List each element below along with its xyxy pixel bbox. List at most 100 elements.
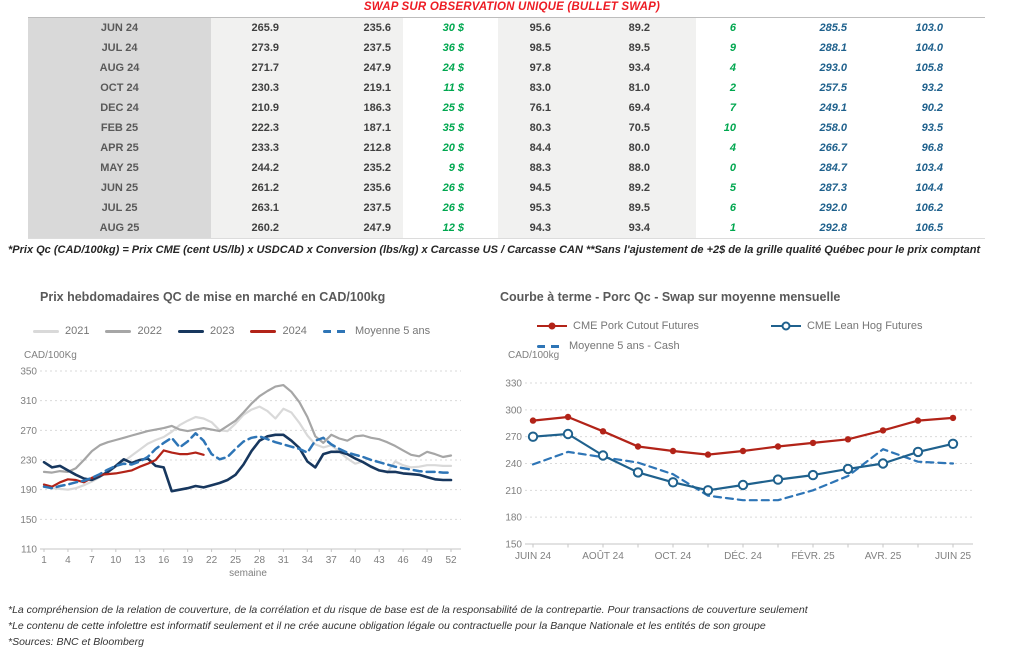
table-cell: 187.1 — [307, 118, 403, 138]
svg-text:OCT. 24: OCT. 24 — [655, 551, 692, 562]
table-cell: 26 $ — [403, 198, 498, 218]
legend-label: 2021 — [65, 325, 90, 337]
svg-text:150: 150 — [20, 515, 37, 526]
data-point-marker — [807, 469, 819, 481]
data-point-marker — [879, 427, 887, 434]
table-cell: 95.6 — [498, 18, 597, 38]
dashed-line-icon — [537, 344, 563, 348]
month-cell: APR 25 — [28, 138, 211, 158]
data-point-marker — [844, 436, 852, 443]
table-cell: 292.0 — [774, 198, 879, 218]
table-cell: 260.2 — [211, 218, 307, 238]
svg-text:49: 49 — [421, 555, 433, 566]
table-row: DEC 24 210.9 186.3 25 $76.1 69.4 7 249.1 90.2 — [28, 98, 985, 118]
legend-item: CME Pork Cutout Futures — [537, 320, 699, 332]
forward-curve-title: Courbe à terme - Porc Qc - Swap sur moye… — [500, 290, 841, 304]
data-point-marker — [842, 463, 854, 475]
table-cell: 106.5 — [879, 218, 985, 238]
month-cell: AUG 25 — [28, 218, 211, 238]
table-cell: 285.5 — [774, 18, 879, 38]
legend-label: 2023 — [209, 325, 235, 337]
open-circle-line-icon — [770, 321, 801, 331]
table-row: MAY 25 244.2 235.2 9 $88.3 88.0 0 284.7 103.4 — [28, 158, 985, 178]
svg-text:JUIN 25: JUIN 25 — [935, 551, 972, 562]
forward-curve-legend-row2: Moyenne 5 ans - Cash — [537, 340, 680, 352]
table-cell: 90.2 — [879, 98, 985, 118]
data-point-marker — [912, 446, 924, 458]
svg-text:270: 270 — [505, 432, 522, 443]
table-cell: 222.3 — [211, 118, 307, 138]
table-row: AUG 24 271.7 247.9 24 $97.8 93.4 4 293.0 105.8 — [28, 58, 985, 78]
table-cell: 273.9 — [211, 38, 307, 58]
marker-dot-icon — [781, 321, 791, 331]
data-point-marker — [739, 447, 747, 455]
table-cell: 94.3 — [498, 218, 597, 238]
disclaimer-footer: *La compréhension de la relation de couv… — [8, 603, 1018, 650]
month-cell: DEC 24 — [28, 98, 211, 118]
series-moyenne-5-ans---cash — [531, 448, 955, 502]
weekly-chart-title: Prix hebdomadaires QC de mise en marché … — [40, 290, 386, 304]
svg-text:110: 110 — [21, 545, 37, 556]
legend-label: CME Lean Hog Futures — [806, 320, 923, 332]
table-cell: 235.6 — [307, 18, 403, 38]
solid-line-icon — [177, 329, 204, 333]
data-point-marker — [737, 479, 749, 491]
dashed-line-icon — [322, 329, 349, 333]
legend-label: Moyenne 5 ans — [354, 325, 431, 337]
table-cell: 93.4 — [597, 218, 696, 238]
forward-curve-legend-row1: CME Pork Cutout Futures CME Lean Hog Futu… — [537, 320, 923, 332]
month-cell: AUG 24 — [28, 58, 211, 78]
svg-text:52: 52 — [445, 555, 457, 566]
marker-dot-icon — [548, 322, 556, 330]
data-point-marker — [914, 417, 922, 424]
table-cell: 89.5 — [597, 38, 696, 58]
table-cell: 93.5 — [879, 118, 985, 138]
table-footnote: *Prix Qc (CAD/100kg) = Prix CME (cent US… — [8, 244, 981, 256]
table-cell: 96.8 — [879, 138, 985, 158]
table-cell: 89.5 — [597, 198, 696, 218]
table-cell: 106.2 — [879, 198, 985, 218]
month-cell: OCT 24 — [28, 78, 211, 98]
solid-line-icon — [105, 329, 132, 333]
table-cell: 292.8 — [774, 218, 879, 238]
table-cell: 7 — [696, 98, 774, 118]
data-point-marker — [599, 428, 607, 435]
month-cell: JUN 24 — [28, 18, 211, 38]
filled-circle-line-icon — [537, 322, 567, 330]
legend-label: 2024 — [282, 325, 307, 337]
legend-item: 2023 — [177, 325, 235, 337]
table-cell: 1 — [696, 218, 774, 238]
table-cell: 89.2 — [597, 178, 696, 198]
svg-text:310: 310 — [20, 396, 37, 407]
data-point-marker — [949, 414, 957, 422]
data-point-marker — [632, 467, 644, 478]
table-cell: 0 — [696, 158, 774, 178]
table-cell: 24 $ — [403, 58, 498, 78]
svg-text:AVR. 25: AVR. 25 — [865, 551, 902, 562]
table-cell: 6 — [696, 198, 774, 218]
table-row: JUL 25 263.1 237.5 26 $95.3 89.5 6 292.0 106.2 — [28, 198, 985, 218]
svg-text:22: 22 — [206, 555, 218, 566]
svg-text:350: 350 — [20, 367, 37, 378]
solid-line-icon — [250, 329, 277, 333]
month-cell: JUL 25 — [28, 198, 211, 218]
table-cell: 104.4 — [879, 178, 985, 198]
svg-text:40: 40 — [350, 555, 362, 566]
table-row: JUL 24 273.9 237.5 36 $98.5 89.5 9 288.1 104.0 — [28, 38, 985, 58]
table-cell: 2 — [696, 78, 774, 98]
table-cell: 20 $ — [403, 138, 498, 158]
data-point-marker — [704, 451, 712, 458]
svg-text:AOÛT 24: AOÛT 24 — [582, 549, 624, 562]
svg-text:28: 28 — [254, 555, 266, 566]
table-cell: 233.3 — [211, 138, 307, 158]
table-cell: 89.2 — [597, 18, 696, 38]
table-cell: 263.1 — [211, 198, 307, 218]
disclaimer-line: *Le contenu de cette infolettre est info… — [8, 619, 766, 632]
svg-text:190: 190 — [20, 485, 37, 496]
svg-text:7: 7 — [89, 555, 95, 566]
data-point-marker — [564, 413, 572, 421]
table-cell: 83.0 — [498, 78, 597, 98]
table-cell: 36 $ — [403, 38, 498, 58]
table-cell: 4 — [696, 138, 774, 158]
